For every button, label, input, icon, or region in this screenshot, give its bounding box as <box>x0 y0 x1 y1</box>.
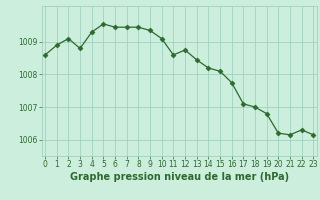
X-axis label: Graphe pression niveau de la mer (hPa): Graphe pression niveau de la mer (hPa) <box>70 172 289 182</box>
